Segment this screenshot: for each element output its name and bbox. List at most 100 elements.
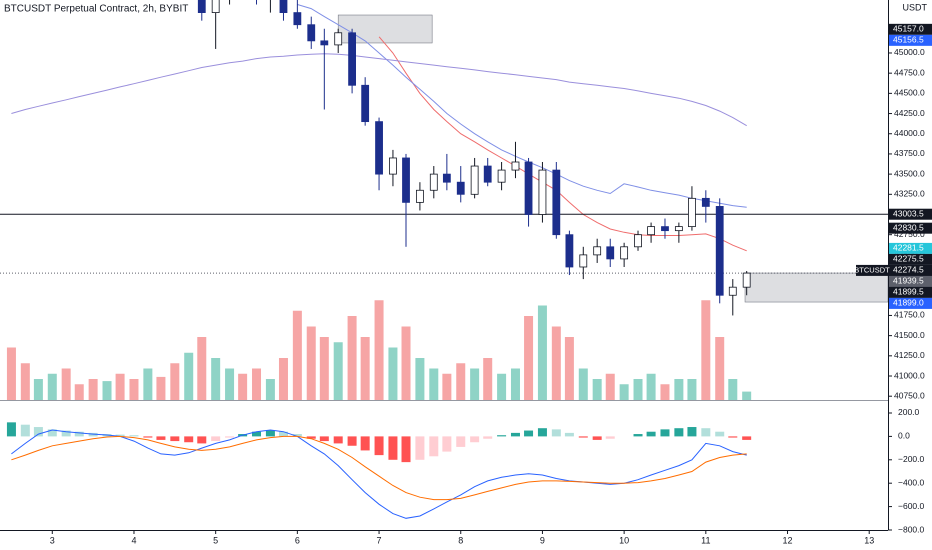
volume-bar bbox=[143, 368, 153, 400]
volume-bar bbox=[306, 326, 316, 400]
candle-body bbox=[389, 157, 397, 175]
macd-histogram-bar bbox=[319, 436, 329, 442]
price-label-box bbox=[889, 23, 932, 35]
x-tick-label: 8 bbox=[458, 535, 463, 545]
macd-histogram-bar bbox=[306, 436, 316, 439]
y-tick-label: 44500.0 bbox=[894, 88, 925, 98]
y-tick-label: 44000.0 bbox=[894, 128, 925, 138]
volume-bar bbox=[129, 379, 139, 400]
y-tick-label: 41500.0 bbox=[894, 330, 925, 340]
macd-histogram-bar bbox=[701, 428, 711, 437]
y-tick-label: 43500.0 bbox=[894, 168, 925, 178]
candle-body bbox=[456, 181, 465, 195]
price-label-box bbox=[889, 208, 932, 220]
macd-histogram-bar bbox=[170, 436, 180, 442]
price-zone bbox=[744, 272, 888, 303]
y-tick-label: 41250.0 bbox=[894, 350, 925, 360]
price-label: 42275.5 bbox=[893, 254, 924, 264]
symbol-tag-box bbox=[856, 264, 888, 276]
volume-bar bbox=[197, 337, 207, 400]
candle-body bbox=[361, 84, 370, 123]
price-label: 42274.5 bbox=[893, 265, 924, 275]
macd-histogram-bar bbox=[537, 428, 547, 437]
candle-body bbox=[620, 246, 629, 260]
volume-bar bbox=[292, 310, 302, 400]
volume-bar bbox=[115, 373, 125, 400]
macd-histogram-bar bbox=[374, 436, 384, 456]
price-label: 42830.5 bbox=[893, 222, 924, 232]
candle-body bbox=[497, 169, 506, 183]
candle-body bbox=[606, 246, 615, 260]
volume-bar bbox=[88, 379, 98, 400]
macd-histogram-bar bbox=[497, 435, 507, 437]
macd-histogram-bar bbox=[61, 430, 71, 437]
volume-bar bbox=[442, 373, 452, 400]
volume-bar bbox=[252, 368, 262, 400]
candle-body bbox=[348, 32, 356, 86]
x-tick-label: 7 bbox=[377, 535, 382, 545]
x-tick-label: 6 bbox=[295, 535, 300, 545]
volume-bar bbox=[592, 379, 602, 400]
volume-bar bbox=[524, 316, 534, 400]
volume-bar bbox=[470, 368, 480, 400]
macd-histogram-bar bbox=[524, 430, 534, 437]
candle-body bbox=[197, 0, 206, 13]
volume-bar bbox=[456, 363, 466, 400]
macd-histogram-bar bbox=[252, 431, 262, 437]
y-tick-label: 41000.0 bbox=[894, 370, 925, 380]
macd-pane bbox=[6, 422, 752, 519]
macd-histogram-bar bbox=[605, 436, 615, 439]
volume-bar bbox=[483, 358, 493, 400]
macd-histogram-bar bbox=[211, 436, 221, 442]
macd-histogram-bar bbox=[715, 431, 725, 437]
macd-histogram-bar bbox=[429, 436, 439, 457]
volume-bar bbox=[551, 326, 561, 400]
x-tick-label: 12 bbox=[783, 535, 793, 545]
macd-histogram-bar bbox=[278, 431, 288, 437]
macd-tick-label: −400.0 bbox=[898, 477, 925, 487]
macd-histogram-bar bbox=[47, 429, 57, 437]
axes bbox=[0, 0, 889, 531]
labels: 40750.041000.041250.041500.041750.042000… bbox=[50, 23, 932, 545]
volume-bar bbox=[605, 373, 615, 400]
price-label-box bbox=[889, 286, 932, 298]
volume-bar bbox=[619, 384, 629, 400]
macd-histogram-bar bbox=[292, 434, 302, 437]
volume-bar bbox=[728, 379, 738, 400]
volume-bar bbox=[102, 381, 112, 400]
volume-bar bbox=[429, 368, 439, 400]
macd-histogram-bar bbox=[456, 436, 466, 447]
volume-bar bbox=[537, 305, 547, 400]
macd-histogram-bar bbox=[728, 436, 738, 438]
volume-bar bbox=[687, 379, 697, 400]
macd-histogram-bar bbox=[33, 427, 43, 437]
price-label-box bbox=[889, 275, 932, 287]
volume-bar bbox=[564, 337, 574, 400]
y-tick-label: 44750.0 bbox=[894, 67, 925, 77]
macd-histogram-bar bbox=[20, 424, 30, 437]
macd-histogram-bar bbox=[88, 432, 98, 437]
macd-histogram-bar bbox=[184, 436, 194, 443]
macd-histogram-bar bbox=[470, 436, 480, 443]
macd-histogram-bar bbox=[347, 436, 357, 446]
x-tick-label: 5 bbox=[213, 535, 218, 545]
volume-bar bbox=[333, 342, 343, 400]
price-label-box bbox=[889, 297, 932, 309]
volume-bar bbox=[742, 391, 752, 400]
volume-bar bbox=[674, 379, 684, 400]
x-tick-label: 13 bbox=[864, 535, 874, 545]
moving-average bbox=[297, 4, 747, 208]
macd-tick-label: −600.0 bbox=[898, 501, 925, 511]
candle-body bbox=[701, 197, 710, 207]
price-pane bbox=[0, 0, 888, 400]
candle-body bbox=[674, 226, 683, 232]
price-label-box bbox=[889, 242, 932, 254]
volume-bar bbox=[715, 337, 725, 400]
y-tick-label: 40750.0 bbox=[894, 390, 925, 400]
x-tick-label: 11 bbox=[701, 535, 710, 545]
volume-bar bbox=[61, 368, 71, 400]
x-tick-label: 3 bbox=[50, 535, 55, 545]
volume-bar bbox=[211, 358, 221, 400]
candle-body bbox=[307, 24, 316, 42]
